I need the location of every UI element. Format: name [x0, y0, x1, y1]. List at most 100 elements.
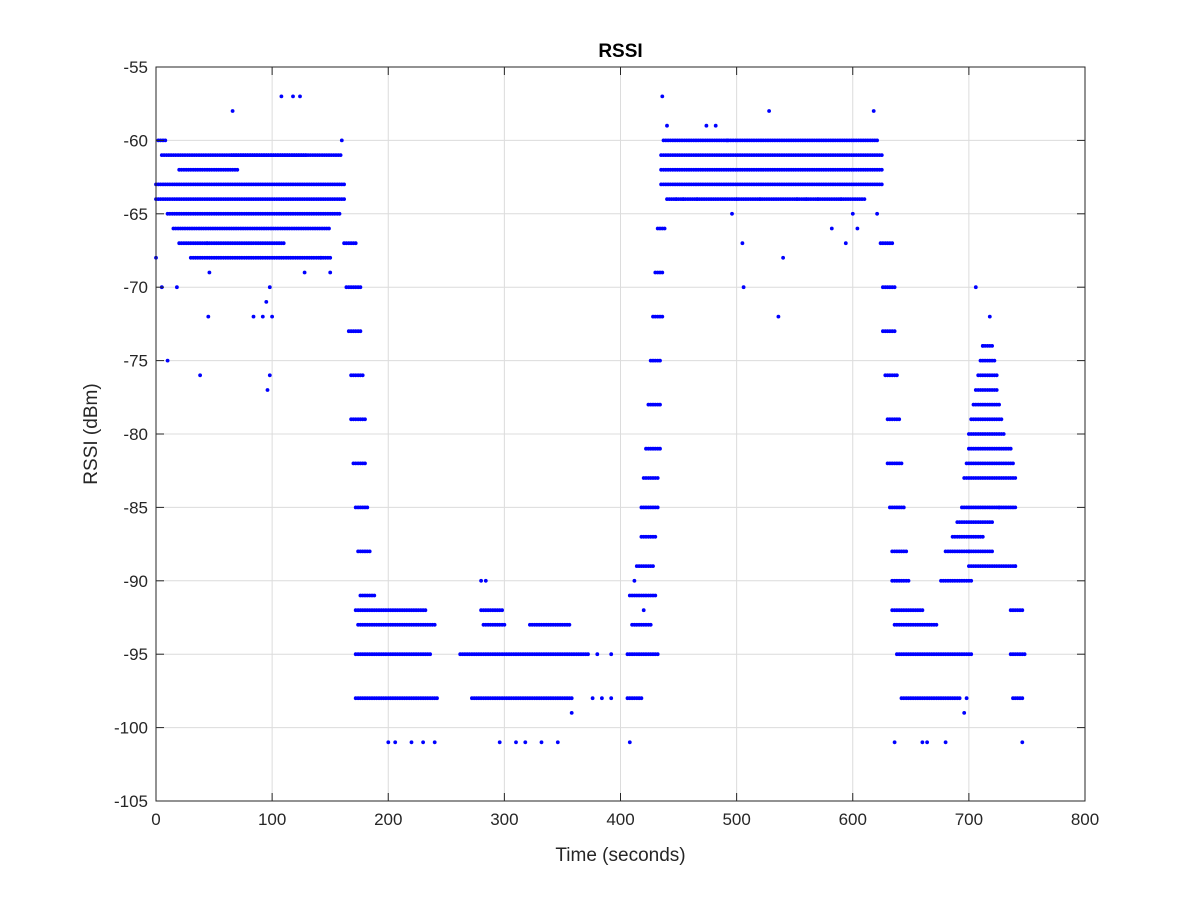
data-point	[372, 593, 377, 598]
data-point	[338, 153, 343, 158]
data-point	[804, 197, 809, 202]
x-tick-label: 500	[722, 810, 750, 829]
data-point	[758, 197, 762, 202]
data-point	[875, 211, 879, 216]
data-point	[264, 300, 269, 304]
data-point	[850, 211, 855, 216]
data-point	[409, 740, 414, 745]
data-point	[653, 534, 658, 539]
data-point	[267, 285, 272, 290]
y-tick-label: -95	[123, 645, 148, 664]
data-point	[879, 167, 884, 172]
data-point	[1008, 446, 1013, 451]
data-point	[740, 241, 745, 246]
data-point	[421, 740, 425, 745]
data-point	[651, 564, 655, 568]
data-point	[555, 740, 560, 745]
data-point	[327, 226, 331, 231]
data-point	[875, 138, 879, 143]
data-point	[279, 94, 284, 99]
data-point	[899, 461, 904, 466]
data-point	[892, 285, 897, 290]
data-point	[497, 740, 502, 745]
data-point	[319, 255, 323, 260]
data-point	[339, 138, 344, 143]
data-point	[767, 109, 771, 113]
data-point	[363, 461, 367, 466]
data-point	[890, 241, 895, 246]
data-point	[205, 241, 210, 246]
data-point	[997, 505, 1001, 510]
data-point	[904, 549, 909, 554]
data-point	[862, 197, 867, 202]
data-point	[781, 255, 785, 260]
data-point	[1011, 461, 1015, 466]
data-point	[730, 211, 734, 216]
data-point	[569, 696, 574, 701]
data-point	[432, 740, 437, 745]
y-tick-label: -70	[123, 278, 148, 297]
data-point	[879, 182, 884, 187]
data-point	[839, 197, 843, 202]
data-point	[655, 476, 660, 480]
data-point	[704, 123, 709, 128]
data-point	[569, 711, 574, 715]
data-point	[892, 329, 897, 334]
y-tick-label: -55	[123, 58, 148, 77]
data-point	[943, 740, 948, 745]
data-point	[695, 197, 699, 202]
data-point	[734, 197, 739, 202]
data-point	[423, 608, 428, 613]
data-point	[595, 652, 600, 657]
data-point	[1022, 652, 1027, 657]
data-point	[483, 578, 488, 583]
data-point	[367, 549, 372, 554]
data-point	[895, 373, 899, 378]
data-point	[641, 608, 646, 613]
data-point	[260, 314, 265, 319]
data-point	[502, 622, 507, 627]
data-point	[920, 740, 925, 745]
data-point	[855, 226, 860, 231]
data-point	[353, 241, 358, 246]
x-tick-label: 300	[490, 810, 518, 829]
data-point	[1020, 740, 1025, 745]
data-point	[829, 226, 834, 231]
data-point	[1020, 608, 1025, 613]
data-point	[342, 197, 346, 202]
data-point	[230, 109, 235, 113]
data-point	[432, 622, 437, 627]
data-point	[992, 358, 997, 363]
y-tick-label: -60	[123, 131, 148, 150]
data-point	[964, 696, 969, 701]
data-point	[328, 255, 333, 260]
data-point	[990, 549, 994, 554]
data-point	[660, 94, 665, 99]
y-tick-label: -75	[123, 352, 148, 371]
data-point	[500, 608, 504, 613]
data-point	[358, 285, 363, 290]
data-point	[901, 505, 906, 510]
data-point	[428, 652, 432, 657]
data-point	[1013, 476, 1018, 480]
data-point	[665, 123, 669, 128]
data-point	[871, 109, 876, 113]
y-tick-label: -105	[114, 792, 148, 811]
x-tick-label: 0	[151, 810, 160, 829]
data-point	[358, 329, 363, 334]
data-point	[816, 197, 820, 202]
x-tick-label: 100	[258, 810, 286, 829]
y-tick-label: -100	[114, 719, 148, 738]
data-point	[795, 197, 799, 202]
data-point	[990, 520, 994, 524]
data-point	[658, 358, 662, 363]
data-point	[386, 740, 391, 745]
data-point	[957, 696, 962, 701]
data-point	[175, 285, 179, 290]
data-point	[303, 153, 308, 158]
data-point	[342, 182, 346, 187]
y-tick-label: -90	[123, 572, 148, 591]
data-point	[291, 94, 295, 99]
data-point	[435, 696, 439, 701]
